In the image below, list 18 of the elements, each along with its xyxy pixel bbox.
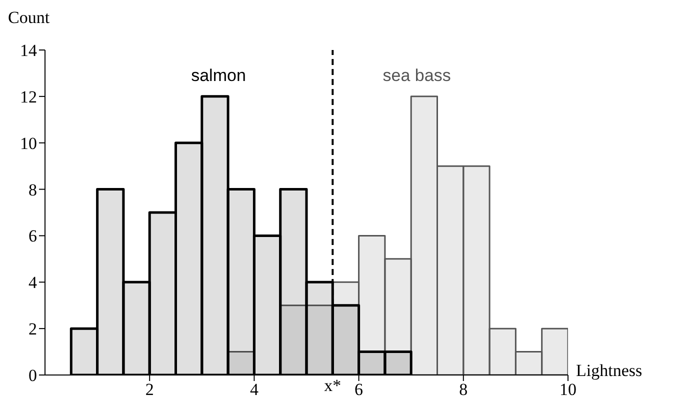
y-axis-title: Count (8, 8, 50, 28)
x-tick-label: 10 (560, 380, 576, 400)
y-tick-label: 0 (28, 366, 37, 386)
y-tick-label: 2 (28, 320, 37, 339)
y-tick-label: 10 (20, 134, 37, 153)
x-axis-title: Lightness (576, 361, 642, 381)
x-tick-label: 6 (354, 380, 364, 400)
x-tick-label: 8 (459, 380, 468, 400)
y-tick-label: 4 (28, 273, 38, 292)
y-tick-label: 8 (28, 180, 37, 200)
x-tick-label: 4 (250, 380, 259, 400)
y-tick-label: 14 (20, 41, 38, 60)
series-label: salmon (191, 66, 246, 86)
ref-line-label: x* (324, 376, 342, 396)
x-tick-label: 2 (145, 380, 154, 400)
series-label: sea bass (382, 66, 451, 86)
y-tick-label: 6 (28, 226, 37, 246)
y-tick-label: 12 (20, 87, 37, 106)
